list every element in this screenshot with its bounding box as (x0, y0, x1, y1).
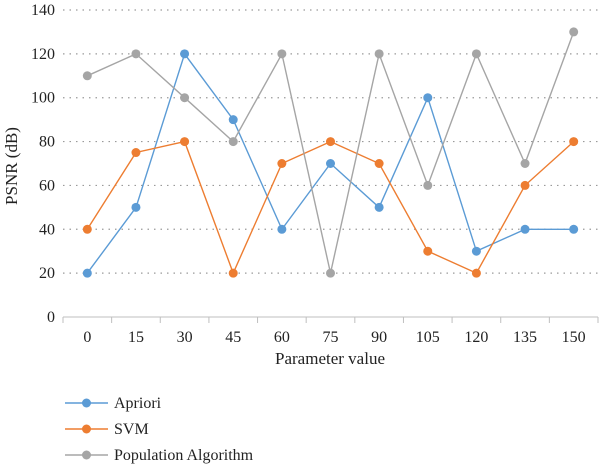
plot-area (82, 27, 579, 278)
legend-label: Population Algorithm (114, 447, 254, 464)
y-tick-label: 40 (39, 221, 55, 238)
y-tick-labels: 0 20 40 60 80 100 120 140 (31, 2, 55, 326)
y-tick-label: 0 (47, 309, 55, 326)
data-point-population-algorithm (277, 49, 287, 59)
y-tick-label: 140 (31, 2, 55, 19)
data-point-svm (228, 268, 238, 278)
data-point-svm (423, 246, 433, 256)
axes (62, 316, 599, 323)
data-point-svm (82, 224, 92, 234)
x-tick-label: 0 (83, 329, 91, 346)
x-tick-label: 15 (128, 329, 144, 346)
x-tick-label: 120 (464, 329, 488, 346)
data-point-apriori (423, 93, 433, 103)
legend-swatch-marker (82, 398, 91, 408)
x-tick-label: 90 (371, 329, 387, 346)
x-tick-label: 75 (323, 329, 339, 346)
data-point-svm (520, 180, 530, 190)
y-tick-label: 60 (39, 177, 55, 194)
data-point-apriori (471, 246, 481, 256)
legend-label: SVM (114, 421, 149, 438)
data-point-population-algorithm (520, 159, 530, 168)
legend-item-apriori: Apriori (65, 395, 162, 412)
data-point-population-algorithm (471, 49, 481, 59)
data-point-svm (277, 159, 287, 168)
x-tick-label: 60 (274, 329, 290, 346)
data-point-population-algorithm (374, 49, 384, 59)
x-axis-title: Parameter value (275, 349, 385, 368)
data-point-svm (471, 268, 481, 278)
data-point-population-algorithm (423, 180, 433, 190)
series-line-population-algorithm (87, 31, 575, 274)
data-point-population-algorithm (82, 71, 92, 81)
data-point-apriori (228, 115, 238, 125)
y-tick-label: 100 (31, 90, 55, 107)
x-tick-label: 105 (416, 329, 440, 346)
data-point-svm (131, 148, 141, 158)
legend: Apriori SVM Population Algorithm (65, 395, 254, 464)
data-point-apriori (180, 49, 190, 59)
data-point-apriori (520, 224, 530, 234)
data-point-apriori (569, 224, 579, 234)
y-tick-label: 20 (39, 265, 55, 282)
data-point-apriori (131, 202, 141, 212)
data-point-svm (326, 137, 335, 147)
data-point-svm (569, 137, 579, 147)
data-point-population-algorithm (228, 137, 238, 147)
data-point-svm (374, 159, 384, 168)
data-point-population-algorithm (569, 27, 579, 37)
legend-label: Apriori (114, 395, 162, 412)
data-point-apriori (326, 159, 335, 168)
x-tick-labels: 0 15 30 45 60 75 90 105 120 135 150 (83, 329, 585, 346)
data-point-population-algorithm (131, 49, 141, 59)
x-tick-label: 135 (513, 329, 537, 346)
data-point-apriori (277, 224, 287, 234)
y-axis-title: PSNR (dB) (2, 127, 21, 205)
data-point-svm (180, 137, 190, 147)
legend-item-population-algorithm: Population Algorithm (65, 447, 254, 464)
data-point-population-algorithm (180, 93, 190, 103)
x-tick-label: 45 (225, 329, 241, 346)
legend-swatch-marker (82, 450, 91, 460)
y-tick-label: 80 (39, 134, 55, 151)
legend-swatch-marker (82, 424, 91, 434)
data-point-population-algorithm (326, 268, 335, 278)
y-tick-label: 120 (31, 46, 55, 63)
legend-item-svm: SVM (65, 421, 149, 438)
x-tick-label: 30 (177, 329, 193, 346)
data-point-apriori (82, 268, 92, 278)
data-point-apriori (374, 202, 384, 212)
x-tick-label: 150 (562, 329, 586, 346)
